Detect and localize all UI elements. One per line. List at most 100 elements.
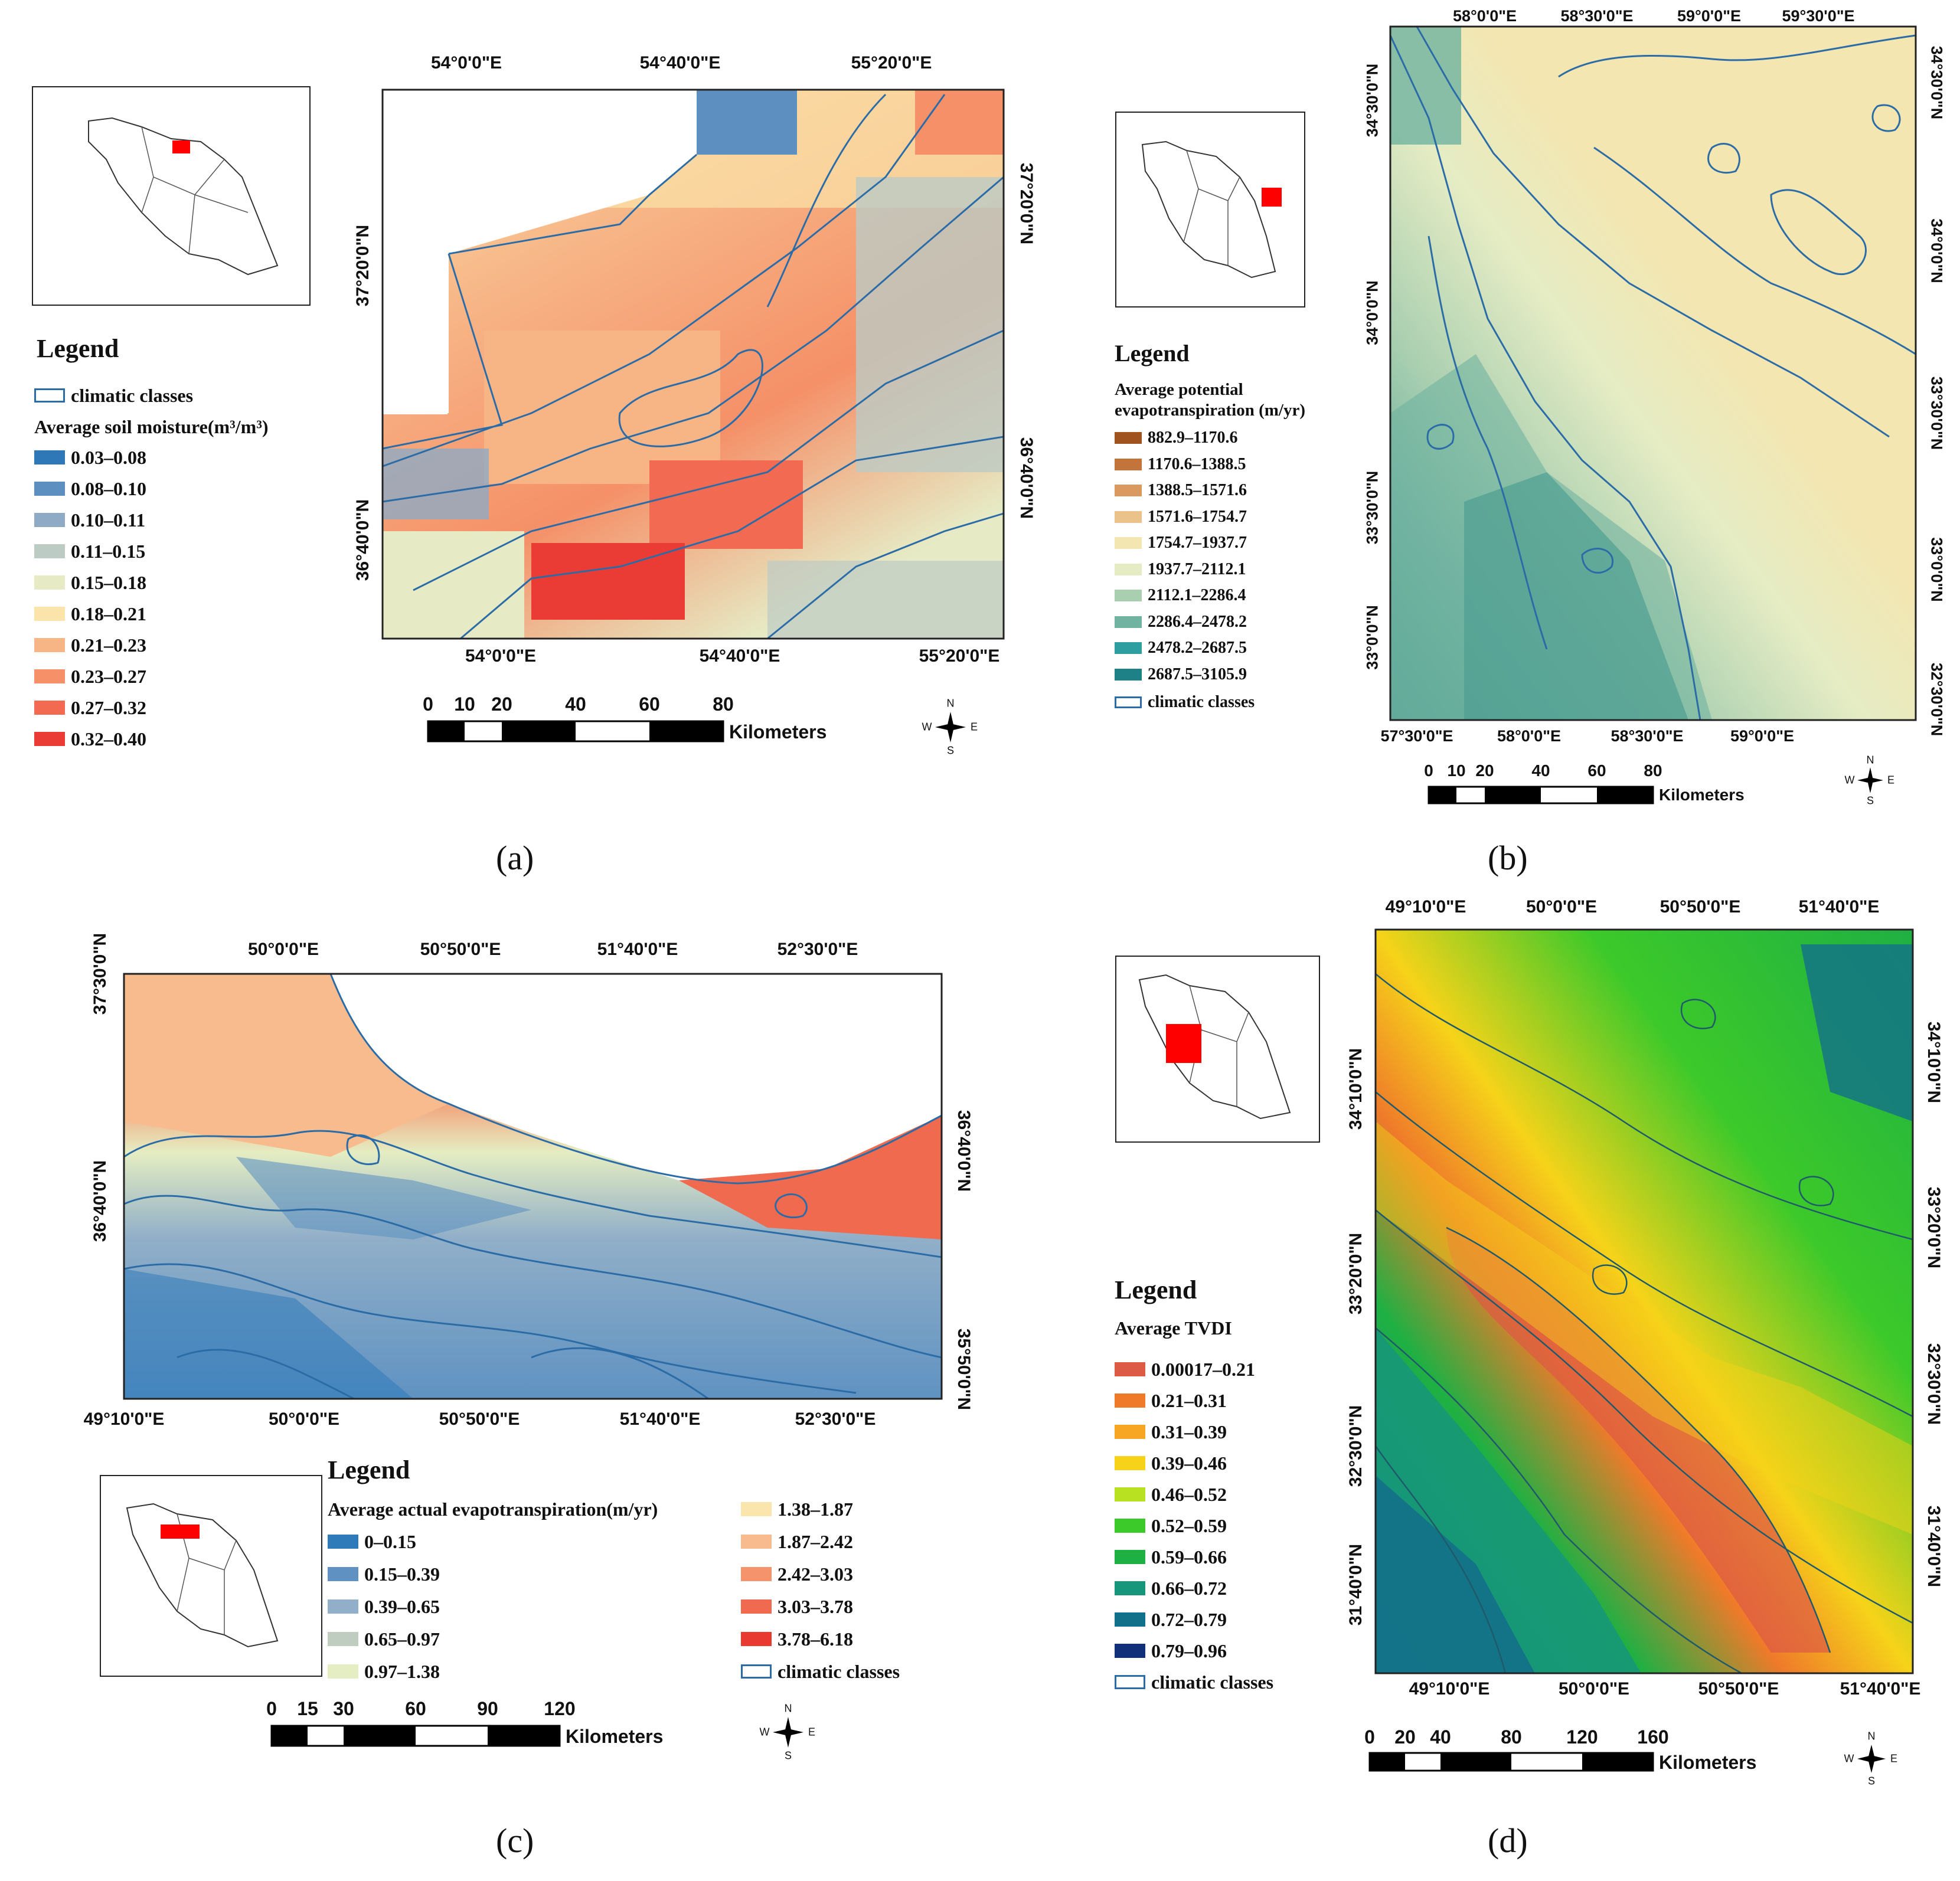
climatic-class-swatch — [741, 1664, 772, 1679]
compass-s-c: S — [784, 1749, 792, 1762]
legend-class-label: 1388.5–1571.6 — [1148, 481, 1247, 499]
tick-right-d-3: 31°40'0"N — [1924, 1505, 1943, 1588]
scale-label-a-3: 40 — [565, 693, 586, 715]
scale-label-d-4: 120 — [1566, 1726, 1598, 1748]
legend-class-label: 0.15–0.39 — [364, 1563, 440, 1585]
legend-climatic-b: climatic classes — [1115, 689, 1255, 715]
scale-label-b-3: 40 — [1531, 761, 1550, 780]
north-arrow-d — [1857, 1745, 1886, 1773]
tick-top-c-2: 51°40'0"E — [597, 940, 678, 959]
legend-class-a-3: 0.11–0.15 — [34, 537, 145, 566]
scale-label-b-4: 60 — [1587, 761, 1606, 780]
legend-class-b-1: 1170.6–1388.5 — [1115, 452, 1246, 477]
legend-swatch — [1115, 1519, 1145, 1533]
tick-left-b-2: 33°30'0"N — [1363, 470, 1381, 545]
legend-swatch — [741, 1502, 772, 1516]
compass-s-b: S — [1866, 794, 1874, 807]
legend-class-label: 0.15–0.18 — [71, 571, 146, 593]
scale-label-a-4: 60 — [639, 693, 660, 715]
tick-right-b-4: 32°30'0"N — [1928, 662, 1946, 737]
legend-class-b-3: 1571.6–1754.7 — [1115, 504, 1247, 530]
legend-heading-c: Average actual evapotranspiration(m/yr) — [328, 1498, 658, 1520]
tick-bottom-c-0: 49°10'0"E — [83, 1409, 165, 1429]
legend-class-c-4: 0.97–1.38 — [328, 1657, 440, 1686]
climatic-class-swatch — [1115, 696, 1142, 708]
panel-label-d: (d) — [1488, 1821, 1528, 1860]
tick-left-a-0: 37°20'0"N — [353, 224, 373, 307]
legend-swatch — [34, 544, 65, 558]
legend-class-label: 3.78–6.18 — [778, 1628, 853, 1650]
legend-swatch — [1115, 590, 1142, 601]
legend-class-label: 1571.6–1754.7 — [1148, 507, 1247, 526]
tick-top-c-1: 50°50'0"E — [420, 940, 501, 959]
tick-right-b-0: 34°30'0"N — [1928, 45, 1946, 120]
legend-class-d-0: 0.00017–0.21 — [1115, 1355, 1255, 1384]
tick-top-b-3: 59°30'0"E — [1782, 7, 1855, 25]
legend-class-label: 0.11–0.15 — [71, 540, 146, 562]
tick-right-c-1: 35°50'0"N — [954, 1328, 974, 1411]
compass-e-b: E — [1887, 774, 1895, 786]
legend-climatic-d: climatic classes — [1115, 1667, 1273, 1697]
climatic-class-swatch — [34, 388, 65, 403]
tick-bottom-b-2: 58°30'0"E — [1611, 727, 1684, 745]
scale-label-a-2: 20 — [491, 693, 512, 715]
legend-swatch — [1115, 1550, 1145, 1564]
scale-label-c-0: 0 — [266, 1698, 277, 1719]
tick-bottom-b-1: 58°0'0"E — [1497, 727, 1562, 745]
inset-map-a — [32, 86, 311, 306]
north-arrow-c — [773, 1717, 803, 1748]
scale-label-c-4: 90 — [477, 1698, 498, 1719]
legend-class-label: 0.39–0.46 — [1151, 1452, 1227, 1474]
tick-top-d-2: 50°50'0"E — [1660, 897, 1741, 917]
compass-e-c: E — [808, 1726, 816, 1738]
scale-unit-d: Kilometers — [1659, 1752, 1757, 1773]
legend-class-c-9: 3.78–6.18 — [741, 1624, 853, 1654]
legend-class-label: 1754.7–1937.7 — [1148, 534, 1247, 552]
scale-label-c-5: 120 — [544, 1698, 576, 1719]
legend-class-label: 0–0.15 — [364, 1530, 416, 1552]
inset-map-c — [100, 1475, 322, 1677]
tick-bottom-c-4: 52°30'0"E — [795, 1409, 876, 1429]
scale-label-d-3: 80 — [1501, 1726, 1522, 1748]
compass-n-c: N — [784, 1702, 792, 1715]
legend-class-label: 0.21–0.31 — [1151, 1389, 1227, 1411]
legend-class-label: 0.18–0.21 — [71, 603, 146, 624]
legend-class-b-2: 1388.5–1571.6 — [1115, 477, 1247, 503]
scale-label-a-1: 10 — [454, 693, 475, 715]
legend-swatch — [741, 1535, 772, 1549]
legend-class-label: 2687.5–3105.9 — [1148, 665, 1247, 683]
legend-class-label: 0.66–0.72 — [1151, 1577, 1227, 1599]
legend-swatch — [1115, 668, 1142, 681]
scale-label-a-0: 0 — [423, 693, 433, 715]
legend-class-d-1: 0.21–0.31 — [1115, 1386, 1227, 1415]
legend-swatch — [1115, 432, 1142, 444]
legend-class-label: 1.38–1.87 — [778, 1498, 853, 1520]
legend-swatch — [1115, 642, 1142, 654]
legend-class-a-1: 0.08–0.10 — [34, 474, 146, 503]
tick-bottom-a-0: 54°0'0"E — [465, 646, 537, 666]
tick-left-d-2: 32°30'0"N — [1346, 1405, 1366, 1487]
compass-w-c: W — [759, 1726, 770, 1738]
legend-title-c: Legend — [328, 1455, 410, 1484]
legend-class-label: 0.03–0.08 — [71, 446, 146, 468]
compass-s-a: S — [946, 744, 955, 757]
legend-class-label: 1937.7–2112.1 — [1148, 560, 1246, 578]
tick-bottom-c-2: 50°50'0"E — [439, 1409, 520, 1429]
legend-swatch — [34, 638, 65, 652]
scale-bar-a — [427, 720, 724, 742]
legend-class-label: 0.00017–0.21 — [1151, 1358, 1255, 1380]
legend-heading-b-line1: Average potential — [1115, 380, 1243, 399]
legend-swatch — [1115, 1425, 1145, 1439]
north-arrow-a — [935, 712, 966, 742]
scale-label-b-0: 0 — [1424, 761, 1433, 780]
map-frame-a — [381, 89, 1005, 640]
tick-bottom-c-3: 51°40'0"E — [619, 1409, 701, 1429]
scale-label-b-2: 20 — [1475, 761, 1494, 780]
legend-class-a-8: 0.27–0.32 — [34, 693, 146, 722]
tick-top-a-0: 54°0'0"E — [430, 53, 502, 73]
scale-label-a-5: 80 — [713, 693, 734, 715]
legend-swatch — [34, 732, 65, 746]
legend-class-d-7: 0.66–0.72 — [1115, 1574, 1227, 1603]
tick-right-d-2: 32°30'0"N — [1924, 1343, 1943, 1425]
scale-label-d-0: 0 — [1364, 1726, 1375, 1748]
